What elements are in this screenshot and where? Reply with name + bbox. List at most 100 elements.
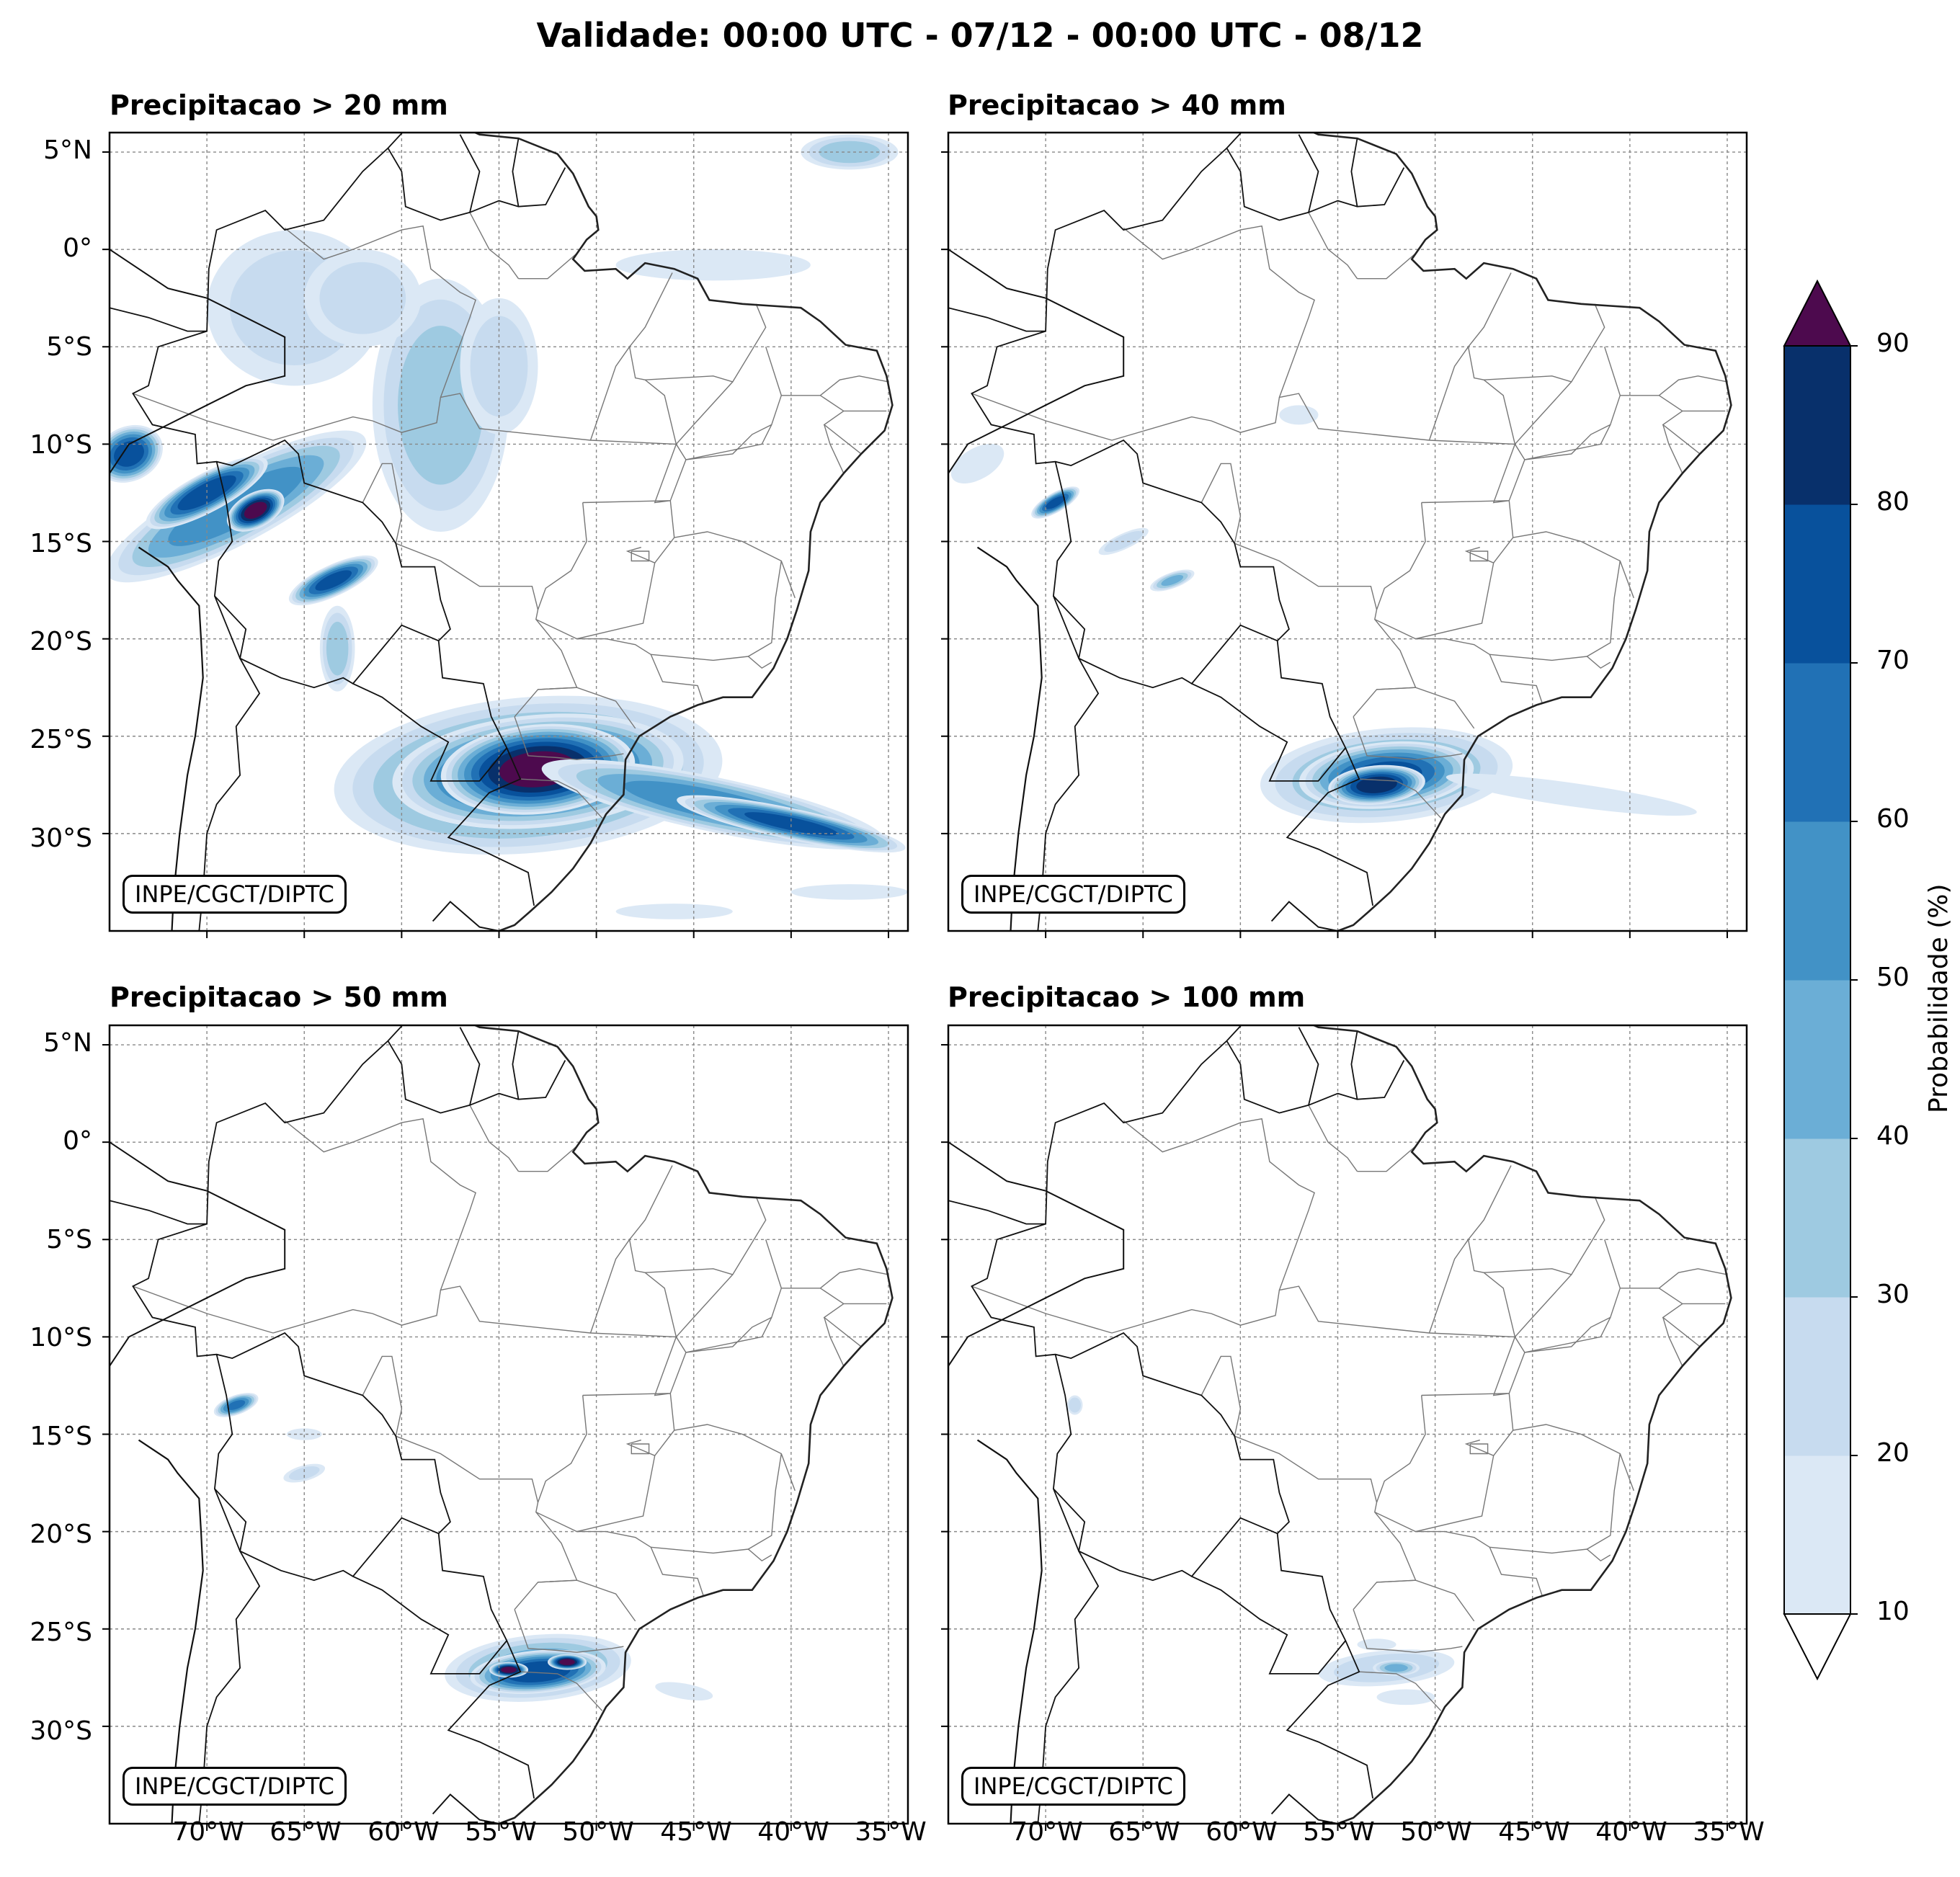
lon-label-right: 60°W [1206,1817,1278,1847]
federal-district-boundary [631,550,650,562]
probability-band [1069,1397,1082,1413]
map-panel-20mm [110,133,908,931]
probability-band [655,1682,713,1700]
state-boundary [1111,393,1515,445]
colorbar-segment [1784,346,1850,505]
state-boundary [675,1239,783,1353]
lat-label-top: 0° [63,233,92,263]
lat-label-top: 20°S [30,627,92,656]
probability-band [244,501,267,520]
coastline-plata [432,1793,499,1824]
state-boundary [1620,375,1728,396]
colorbar-under-arrow [1783,1613,1852,1681]
map-panel-40mm [948,133,1747,931]
colorbar-tick-label: 90 [1876,329,1910,358]
state-boundary [272,393,677,445]
state-boundary [1200,1355,1242,1437]
lon-label-left: 70°W [172,1817,244,1847]
state-boundary [1234,1435,1378,1503]
country-border [110,1040,389,1225]
panel-frame [108,131,909,932]
panel-title-20mm: Precipitacao > 20 mm [110,89,448,121]
state-boundary [538,1579,636,1622]
probability-band [1161,575,1184,587]
colorbar-segment [1784,1138,1850,1298]
probability-band [227,1400,246,1410]
coastline-west [948,1141,1125,1368]
coastline-atlantic [372,1025,894,1824]
lat-label-bottom: 15°S [30,1422,92,1451]
state-boundary [1587,561,1621,657]
lat-label-top: 10°S [30,430,92,460]
state-boundary [824,424,845,474]
colorbar-segment [1784,504,1850,664]
state-boundary [1421,1238,1516,1396]
state-boundary [1123,1118,1315,1290]
colorbar-tick-label: 40 [1876,1121,1910,1151]
state-boundary [971,393,1113,441]
lat-label-bottom: 25°S [30,1618,92,1647]
state-boundary [629,272,673,347]
country-border [132,330,535,906]
state-boundary [518,253,578,280]
state-boundary [514,1609,624,1653]
state-boundary [1123,225,1315,398]
state-boundary [1620,1268,1728,1289]
state-boundary [1662,1317,1683,1367]
panel-frame [947,1024,1748,1825]
colorbar-segment [1784,821,1850,981]
coastline-west [948,249,1125,475]
lon-label-left: 65°W [270,1817,342,1847]
colorbar-tick-label: 80 [1876,487,1910,517]
lon-label-left: 40°W [757,1817,829,1847]
lat-label-top: 25°S [30,725,92,754]
state-boundary [396,543,539,610]
lon-label-left: 50°W [562,1817,634,1847]
country-border [459,1027,481,1106]
state-boundary [538,687,636,729]
coastline-plata [1270,1793,1338,1824]
state-boundary [582,1238,677,1396]
lon-label-right: 65°W [1108,1817,1180,1847]
coastline-west [110,249,286,475]
lon-label-right: 70°W [1011,1817,1083,1847]
probability-band [501,1667,517,1673]
panel-title-40mm: Precipitacao > 40 mm [948,89,1286,121]
state-boundary [1514,1239,1621,1353]
country-border [1298,1027,1319,1106]
colorbar-segment [1784,1455,1850,1615]
country-border [110,147,389,332]
state-boundary [469,1105,520,1172]
state-boundary [469,212,520,280]
state-boundary [654,537,675,563]
probability-band [1279,405,1319,425]
state-boundary [1493,537,1514,563]
state-boundary [1376,687,1475,729]
probability-band [1045,496,1066,509]
map-background [110,1025,908,1824]
state-boundary [272,1285,677,1338]
colorbar-segment [1784,1297,1850,1456]
country-border [198,595,261,931]
state-boundary [1468,1165,1512,1240]
probability-band [615,904,733,919]
state-boundary [1234,543,1378,610]
colorbar-over-arrow [1783,279,1852,347]
state-boundary [520,1671,603,1711]
probability-band [1446,773,1697,816]
coastline-pacific [976,546,1043,931]
colorbar-tick-label: 20 [1876,1438,1910,1468]
country-border [198,1488,261,1824]
country-border [512,1030,520,1100]
coastline-pacific [138,1439,204,1824]
map-panel-50mm [110,1025,908,1824]
probability-band [286,1428,322,1440]
colorbar-tick-label: 60 [1876,804,1910,834]
probability-band [1384,1664,1408,1672]
state-boundary [824,1317,845,1367]
colorbar-label: Probabilidade (%) [1924,883,1954,1113]
country-border [387,133,404,149]
coastline-west [110,1141,286,1368]
state-boundary [284,225,476,398]
